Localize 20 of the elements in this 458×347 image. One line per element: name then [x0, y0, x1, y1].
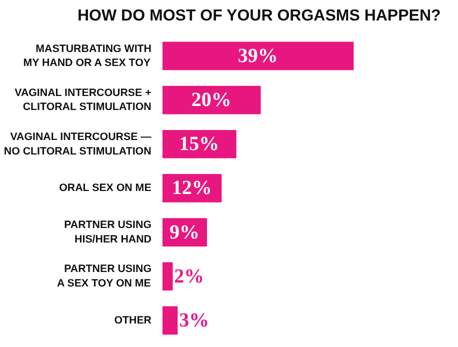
data-label: 39%	[238, 44, 278, 67]
bar	[162, 42, 354, 70]
y-tick-label: PARTNER USING HIS/HER HAND	[64, 219, 152, 246]
y-tick-label: ORAL SEX ON ME	[59, 182, 152, 194]
y-tick-label: VAGINAL INTERCOURSE — NO CLITORAL STIMULATION	[4, 130, 152, 158]
bar	[162, 86, 261, 114]
y-tick-label: VAGINAL INTERCOURSE + CLITORAL STIMULATION	[14, 86, 152, 114]
bar	[162, 130, 236, 158]
y-tick-label: MASTURBATING WITH MY HAND OR A SEX TOY	[23, 42, 152, 70]
bar	[162, 306, 178, 335]
data-label: 15%	[179, 133, 220, 156]
data-label: 2%	[174, 265, 204, 288]
bar	[162, 262, 173, 291]
chart-title: HOW DO MOST OF YOUR ORGASMS HAPPEN?	[78, 8, 441, 24]
y-tick-label: PARTNER USING A SEX TOY ON ME	[56, 263, 152, 290]
data-label: 9%	[170, 221, 200, 244]
data-label: 12%	[172, 177, 212, 200]
data-label: 3%	[179, 309, 210, 332]
data-label: 20%	[191, 89, 232, 112]
y-tick-label: OTHER	[114, 314, 152, 326]
